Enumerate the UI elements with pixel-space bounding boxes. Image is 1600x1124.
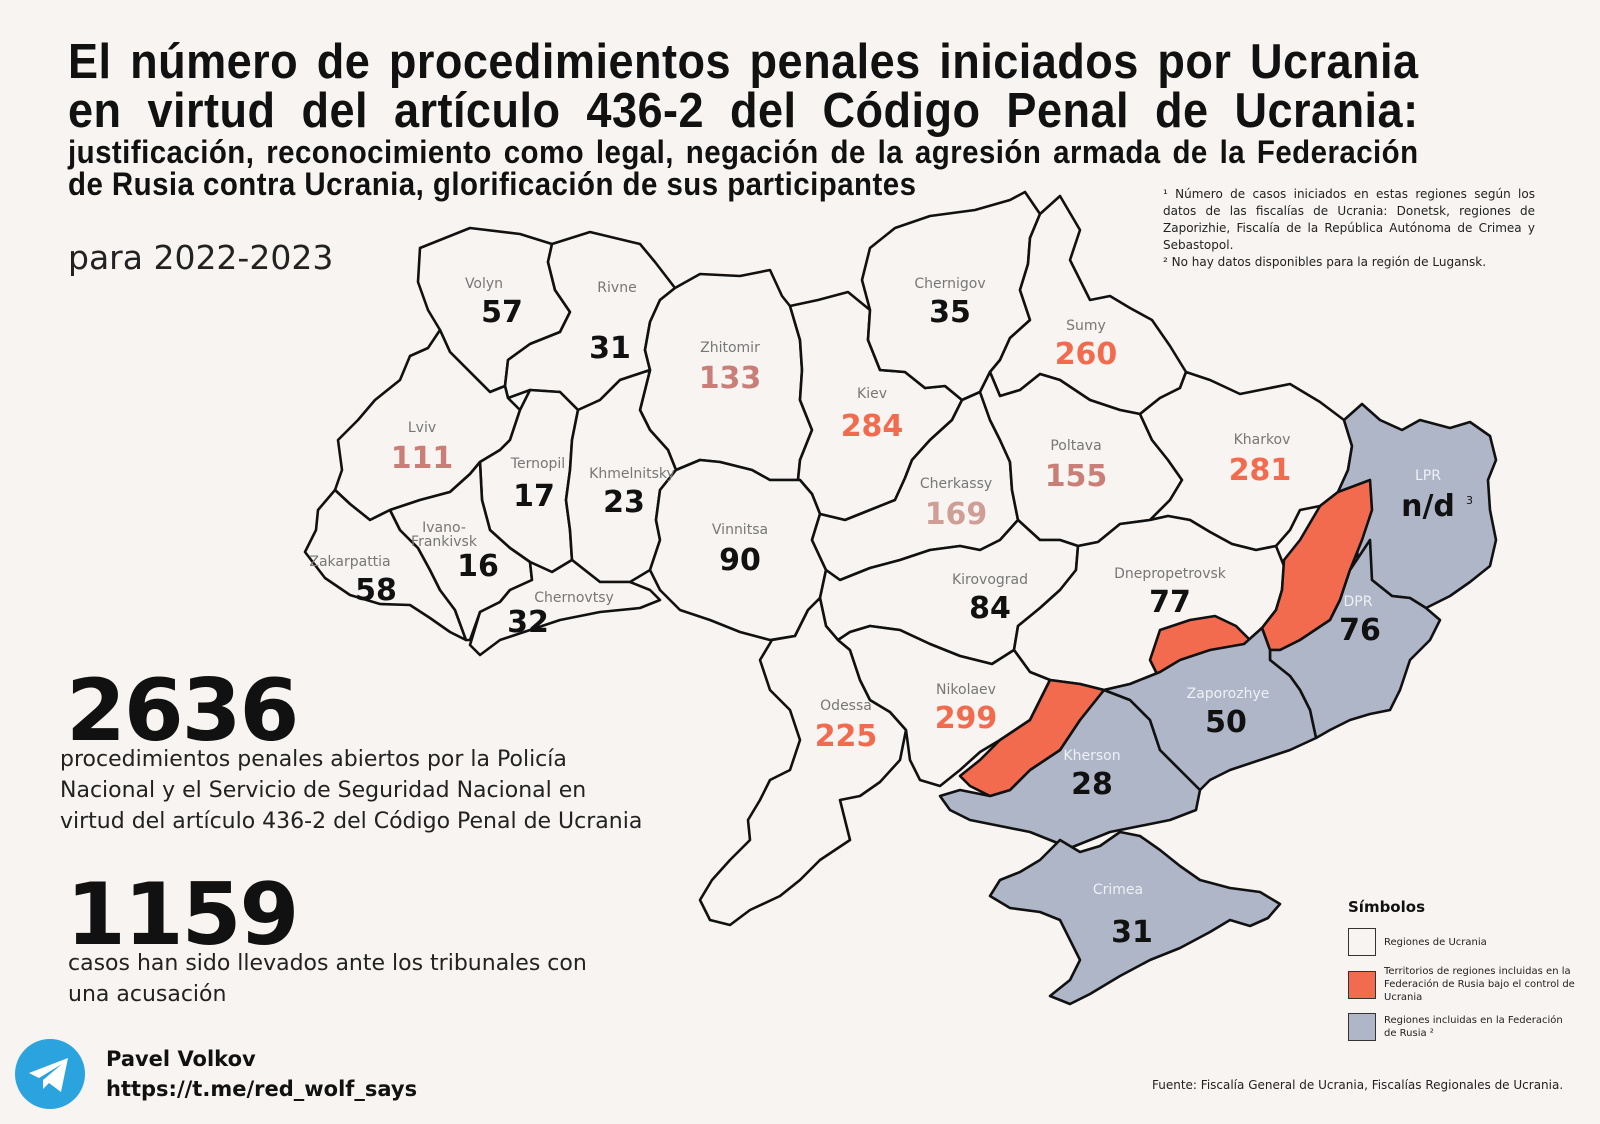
footnote-2: ² No hay datos disponibles para la regió… (1163, 255, 1487, 269)
title-main: El número de procedimientos penales inic… (68, 35, 1419, 138)
value-cherkassy: 169 (925, 497, 988, 532)
label-rivne: Rivne (597, 280, 636, 296)
value-volyn: 57 (481, 295, 523, 330)
value-dnepro: 77 (1149, 585, 1191, 620)
label-cherkassy: Cherkassy (920, 476, 992, 492)
telegram-icon (15, 1039, 85, 1109)
label-ivano-2: Frankivsk (411, 534, 478, 550)
region-crimea (988, 830, 1282, 1006)
label-vinnitsa: Vinnitsa (712, 522, 768, 538)
legend-swatch-controlled (1348, 970, 1376, 999)
title-rest: justificación, reconocimiento como legal… (68, 134, 1419, 202)
region-labels: Volyn 57 Rivne 31 Zhitomir 133 Kiev 284 … (309, 276, 1473, 950)
footnote-1: ¹ Número de casos iniciados en estas reg… (1163, 187, 1535, 252)
label-chernovtsy: Chernovtsy (534, 590, 614, 606)
label-poltava: Poltava (1050, 438, 1101, 454)
label-zaporozhye: Zaporozhye (1187, 686, 1270, 702)
region-dpr (1268, 538, 1442, 740)
value-rivne: 31 (589, 331, 631, 366)
label-ivano-1: Ivano- (422, 520, 466, 536)
label-nikolaev: Nikolaev (936, 682, 996, 698)
region-kharkov (1138, 370, 1354, 552)
author-block: Pavel Volkov https://t.me/red_wolf_says (106, 1044, 417, 1104)
legend-label-ukraine: Regiones de Ucrania (1384, 936, 1487, 948)
value-kirovograd: 84 (969, 591, 1011, 626)
label-chernigov: Chernigov (914, 276, 985, 292)
label-lviv: Lviv (408, 420, 436, 436)
legend: Símbolos Regiones de Ucrania Territorios… (1348, 898, 1578, 1050)
label-kherson: Kherson (1063, 748, 1120, 764)
legend-item-controlled: Territorios de regiones incluidas en la … (1348, 965, 1578, 1004)
map-title: El número de procedimientos penales inic… (68, 35, 1419, 202)
value-chernovtsy: 32 (507, 605, 549, 640)
total-cases-description: procedimientos penales abiertos por la P… (60, 747, 643, 834)
period-label: para 2022-2023 (68, 238, 334, 277)
label-crimea: Crimea (1093, 882, 1143, 898)
value-ternopil: 17 (513, 479, 555, 514)
footnotes: ¹ Número de casos iniciados en estas reg… (1163, 186, 1535, 271)
value-dpr: 76 (1339, 613, 1381, 648)
label-lpr: LPR (1415, 468, 1441, 484)
label-volyn: Volyn (465, 276, 503, 292)
region-chernovtsy (468, 558, 662, 657)
label-zhitomir: Zhitomir (700, 340, 760, 356)
label-ternopil: Ternopil (510, 456, 565, 472)
legend-swatch-russia (1348, 1013, 1376, 1041)
author-name: Pavel Volkov (106, 1047, 256, 1071)
value-kherson: 28 (1071, 767, 1113, 802)
value-kiev: 284 (841, 409, 904, 444)
label-odessa: Odessa (820, 698, 872, 714)
court-cases-number: 1159 (66, 865, 299, 965)
legend-label-russia: Regiones incluidas en la Federación de R… (1384, 1015, 1563, 1039)
value-nikolaev: 299 (935, 701, 998, 736)
legend-item-russia: Regiones incluidas en la Federación de R… (1348, 1013, 1578, 1041)
value-vinnitsa: 90 (719, 543, 761, 578)
value-sumy: 260 (1055, 337, 1118, 372)
label-dnepro: Dnepropetrovsk (1114, 566, 1227, 582)
value-khmelnitsky: 23 (603, 485, 645, 520)
label-kirovograd: Kirovograd (952, 572, 1028, 588)
author-link[interactable]: https://t.me/red_wolf_says (106, 1077, 418, 1101)
total-cases-number: 2636 (66, 661, 299, 761)
legend-swatch-ukraine (1348, 928, 1376, 956)
value-kharkov: 281 (1229, 453, 1292, 488)
label-khmelnitsky: Khmelnitsky (589, 466, 675, 482)
value-zhitomir: 133 (699, 361, 762, 396)
court-cases-description: casos han sido llevados ante los tribuna… (68, 951, 587, 1007)
value-chernigov: 35 (929, 295, 971, 330)
label-zakarpattia: Zakarpattia (309, 554, 390, 570)
label-kharkov: Kharkov (1234, 432, 1291, 448)
region-zaporozhye (1102, 626, 1318, 792)
value-odessa: 225 (815, 719, 878, 754)
value-ivano: 16 (457, 549, 499, 584)
legend-item-ukraine: Regiones de Ucrania (1348, 928, 1578, 956)
label-dpr: DPR (1344, 594, 1373, 610)
value-zakarpattia: 58 (355, 573, 397, 608)
lpr-note: 3 (1466, 494, 1473, 507)
legend-title: Símbolos (1348, 898, 1425, 916)
legend-label-controlled: Territorios de regiones incluidas en la … (1384, 966, 1575, 1003)
value-zaporozhye: 50 (1205, 705, 1247, 740)
label-kiev: Kiev (857, 386, 887, 402)
source-note: Fuente: Fiscalía General de Ucrania, Fis… (1152, 1078, 1564, 1092)
value-lviv: 111 (391, 441, 454, 476)
value-lpr: n/d (1401, 489, 1455, 524)
value-poltava: 155 (1045, 459, 1108, 494)
label-sumy: Sumy (1066, 318, 1106, 334)
value-crimea: 31 (1111, 915, 1153, 950)
region-kherson-red (958, 678, 1106, 798)
